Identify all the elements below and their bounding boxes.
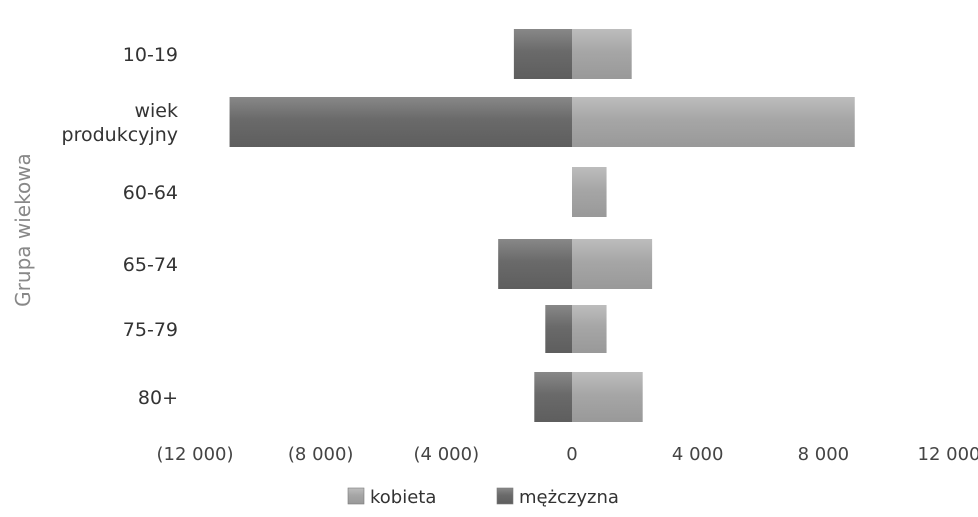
- legend: kobieta mężczyzna: [347, 487, 619, 508]
- x-tick-label-3: 0: [566, 444, 577, 465]
- x-tick-label-6: 12 000: [918, 444, 978, 465]
- category-label-0: 10-19: [123, 44, 178, 66]
- category-label-5: 80+: [138, 387, 178, 409]
- category-label-3: 65-74: [123, 254, 178, 276]
- bar-female-0: [572, 29, 632, 79]
- x-tick-label-4: 4 000: [672, 444, 724, 465]
- bar-female-4: [572, 305, 607, 353]
- category-label-line: wiek: [134, 100, 178, 122]
- legend-label-mężczyzna: mężczyzna: [519, 487, 619, 508]
- labels-layer: 10-19 wiek produkcyjny 60-64 65-74 75-79 80+: [62, 44, 178, 409]
- bar-male-5: [534, 372, 572, 422]
- category-label-2: 60-64: [123, 182, 178, 204]
- y-axis-title: Grupa wiekowa: [11, 153, 35, 307]
- x-tick-label-1: (8 000): [288, 444, 354, 465]
- bar-male-1: [229, 97, 572, 147]
- axis-layer: Grupa wiekowa (12 000) (8 000) (4 000) 0 4 00…: [11, 153, 978, 465]
- legend-label-kobieta: kobieta: [370, 487, 436, 508]
- legend-swatch-mężczyzna: [496, 487, 514, 505]
- bar-male-3: [498, 239, 572, 289]
- bar-male-4: [545, 305, 572, 353]
- category-label-4: 75-79: [123, 319, 178, 341]
- legend-swatch-kobieta: [347, 487, 365, 505]
- x-tick-label-2: (4 000): [414, 444, 480, 465]
- bar-female-5: [572, 372, 643, 422]
- x-tick-label-0: (12 000): [156, 444, 233, 465]
- bar-female-1: [572, 97, 855, 147]
- bars-layer: [229, 29, 855, 422]
- bar-female-3: [572, 239, 653, 289]
- bar-female-2: [572, 167, 607, 217]
- category-label-line: produkcyjny: [62, 124, 178, 146]
- bar-male-0: [513, 29, 572, 79]
- x-tick-label-5: 8 000: [798, 444, 850, 465]
- category-label-1: wiek produkcyjny: [62, 100, 178, 146]
